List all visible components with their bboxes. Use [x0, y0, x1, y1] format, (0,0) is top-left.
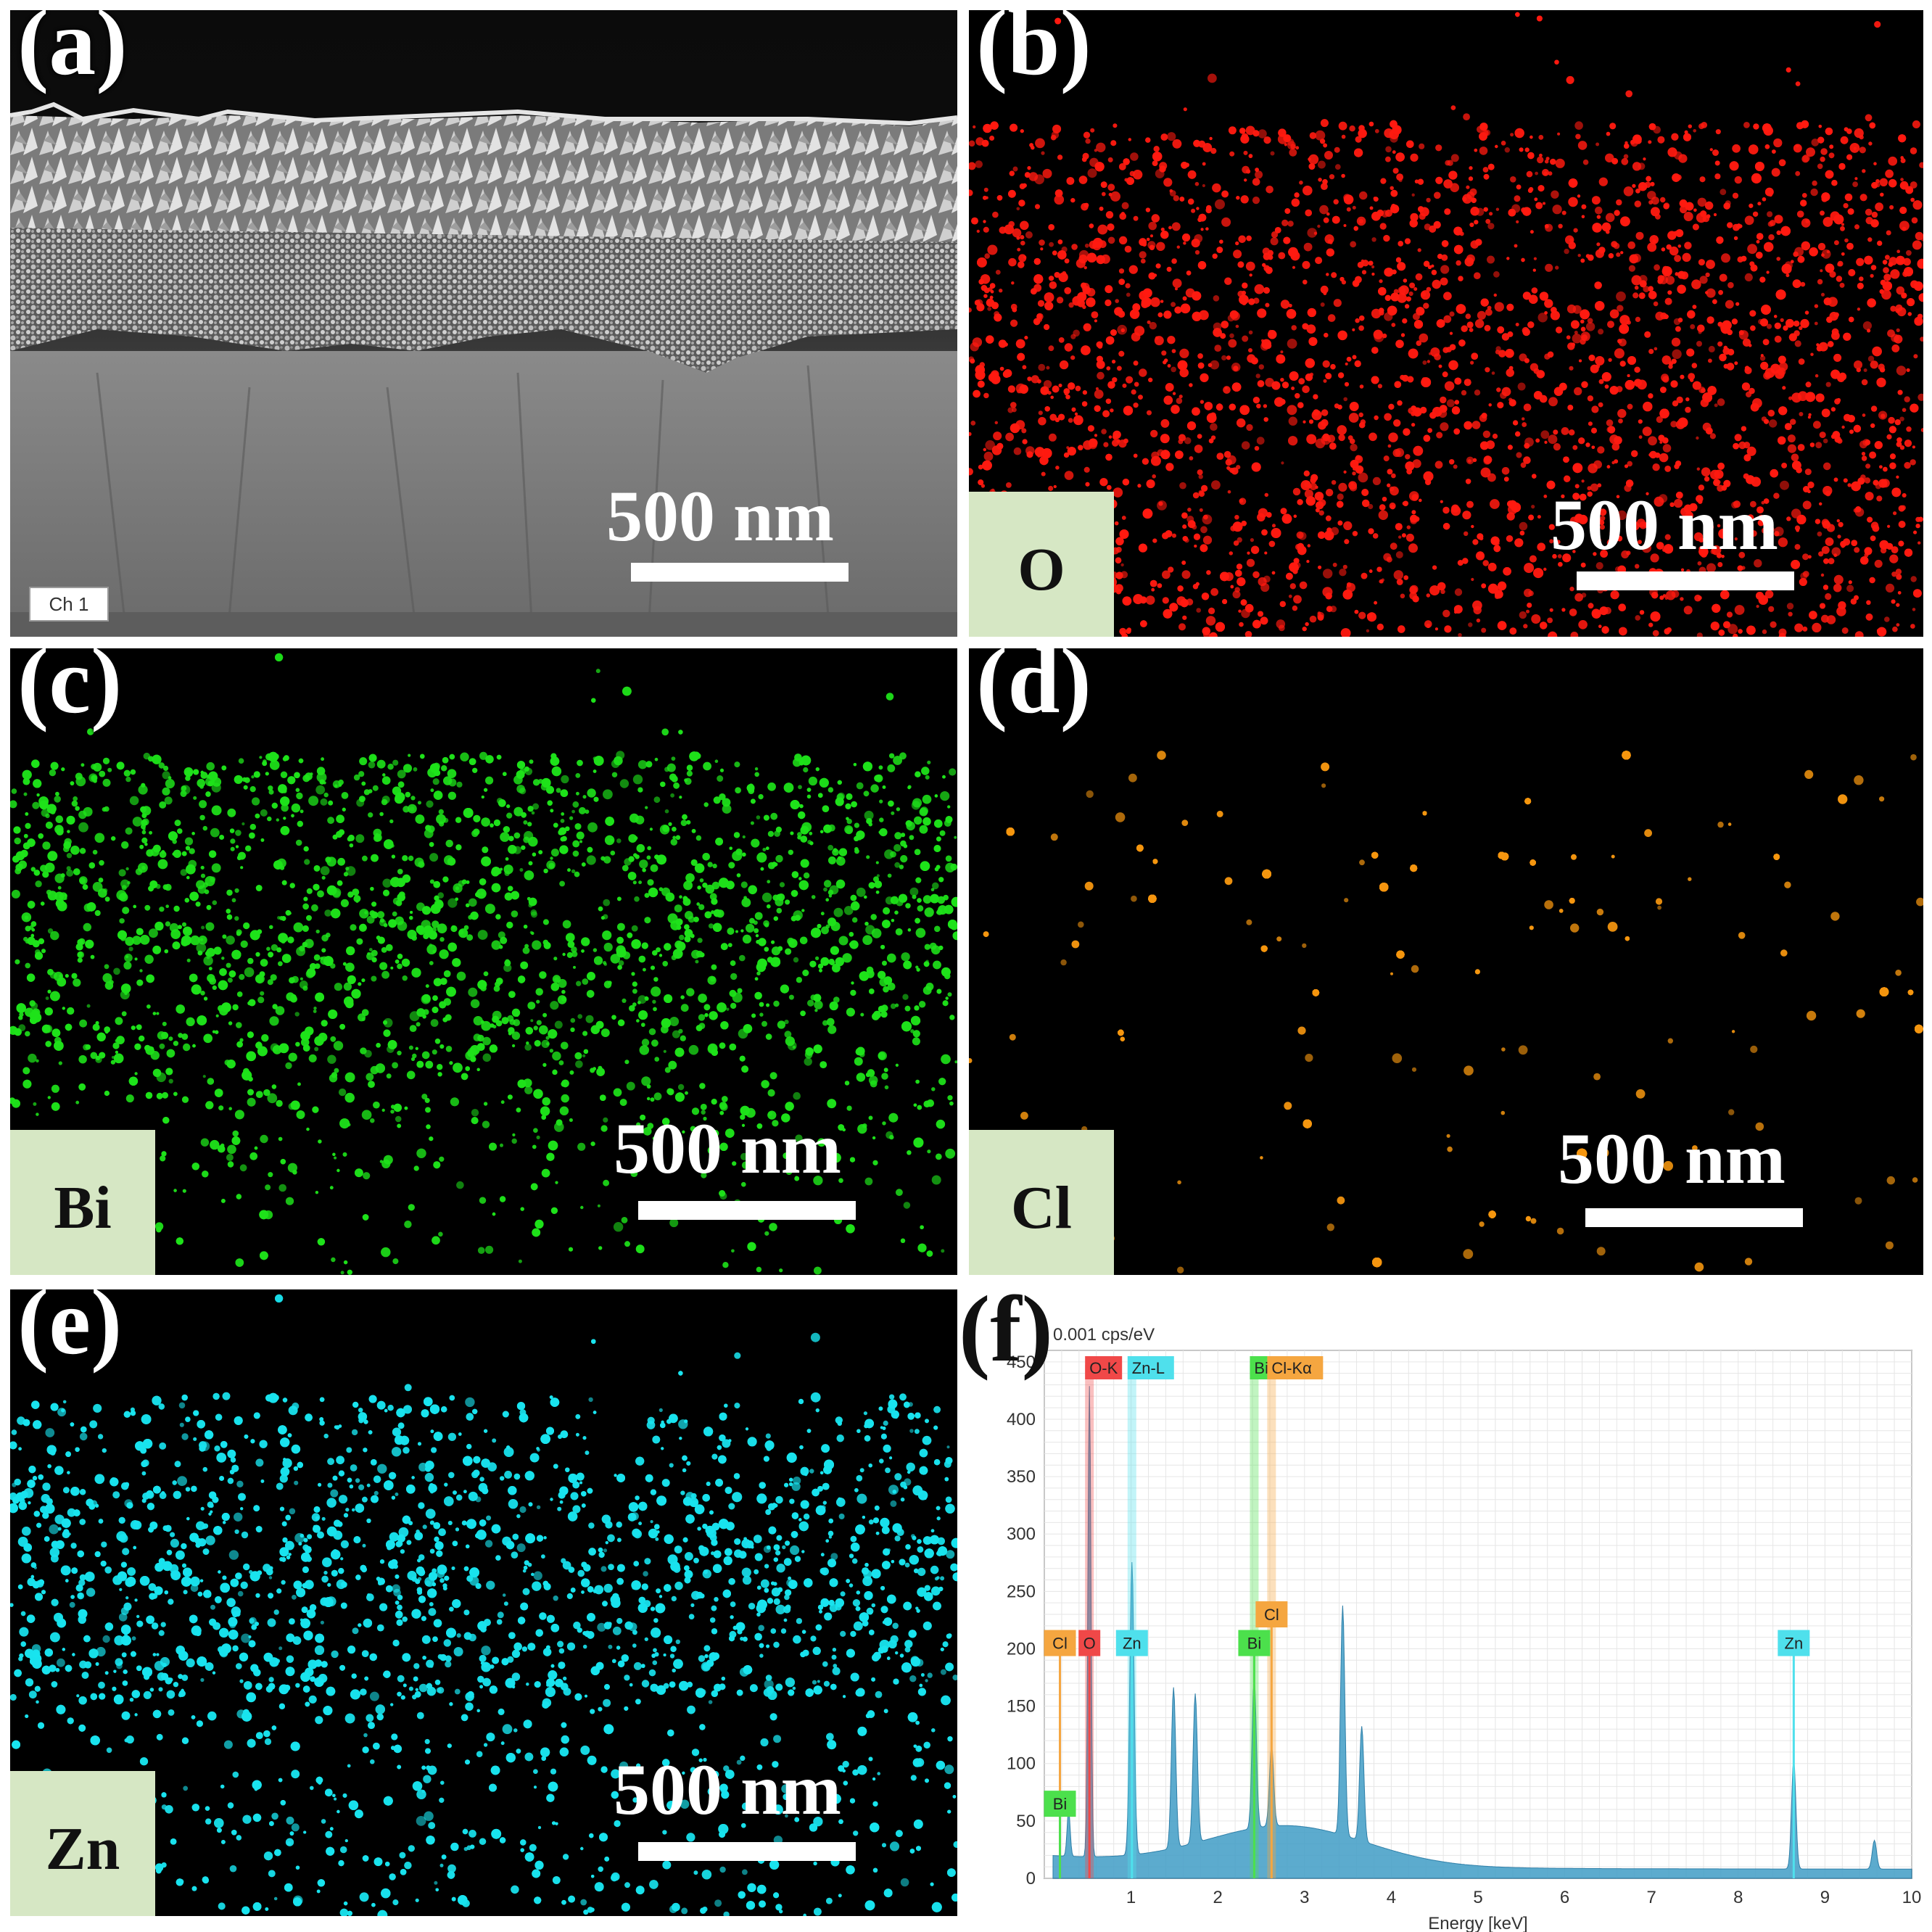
- marker-tag-box: [1044, 1791, 1076, 1817]
- x-tick-label: 8: [1733, 1888, 1743, 1907]
- y-tick-label: 150: [1007, 1697, 1036, 1717]
- map-dots: [969, 751, 1923, 1273]
- y-tick-label: 300: [1007, 1524, 1036, 1544]
- x-tick-label: 10: [1902, 1888, 1922, 1907]
- panel-f-eds-spectrum: 0 50 100 150 200 250 300 350 400 450 1 2 3 4 5 6 7 8 9 10 0.…: [959, 1282, 1923, 1932]
- scale-bar: [1585, 1208, 1803, 1227]
- y-tick-label: 200: [1007, 1639, 1036, 1659]
- y-tick-label: 50: [1016, 1812, 1036, 1831]
- marker-tag-box: [1115, 1630, 1148, 1656]
- element-tag-box: [1085, 1356, 1123, 1379]
- panel-d-chlorine-map: (d) Cl 500 nm: [969, 648, 1923, 1275]
- panel-label: (f): [959, 1277, 1053, 1382]
- panel-label: (a): [17, 10, 128, 95]
- sem-image: [10, 10, 957, 637]
- x-tick-label: 7: [1647, 1888, 1656, 1907]
- scale-bar: [638, 1201, 856, 1220]
- panel-e-zinc-map: (e) Zn 500 nm: [10, 1289, 957, 1916]
- panel-label: (b): [976, 10, 1091, 95]
- panel-a-sem: (a) 500 nm Ch 1: [10, 10, 957, 637]
- scale-bar: [638, 1842, 856, 1861]
- element-tag-box: [1127, 1356, 1174, 1379]
- element-tag: Cl-Kα: [1271, 1359, 1312, 1377]
- marker-tag-box: [1044, 1630, 1076, 1656]
- element-line: [1127, 1365, 1136, 1878]
- scale-bar-label: 500 nm: [1558, 1118, 1786, 1199]
- element-label: Cl: [1011, 1174, 1072, 1242]
- x-tick-label: 1: [1126, 1888, 1136, 1907]
- panel-b-oxygen-map: (b) O 500 nm: [969, 10, 1923, 637]
- x-tick-label: 2: [1213, 1888, 1223, 1907]
- chlorine-map-image: [969, 751, 1923, 1273]
- element-label-box: [969, 492, 1114, 637]
- x-axis-label: Energy [keV]: [1428, 1914, 1527, 1932]
- x-tick-label: 4: [1387, 1888, 1396, 1907]
- panel-label: (c): [17, 648, 123, 733]
- map-dots: [10, 1294, 957, 1916]
- bismuth-map-image: [10, 653, 957, 1275]
- y-tick-label: 450: [1007, 1353, 1036, 1372]
- y-tick-label: 350: [1007, 1467, 1036, 1487]
- marker-tag: Zn: [1123, 1635, 1142, 1653]
- x-tick-label: 9: [1820, 1888, 1830, 1907]
- y-tick-label: 400: [1007, 1410, 1036, 1429]
- element-label: Zn: [45, 1815, 120, 1883]
- panel-c-bismuth-map: (c) Bi 500 nm: [10, 648, 957, 1275]
- x-tick-label: 5: [1473, 1888, 1482, 1907]
- y-axis-label: 0.001 cps/eV: [1053, 1325, 1155, 1345]
- element-label-box: [10, 1771, 155, 1916]
- zinc-map-image: [10, 1294, 957, 1916]
- marker-tag-box: [1078, 1630, 1101, 1656]
- scale-bar-label: 500 nm: [614, 1749, 841, 1830]
- element-line: [1085, 1365, 1094, 1878]
- scale-bar-label: 500 nm: [1551, 484, 1778, 565]
- element-tag: O-K: [1089, 1359, 1118, 1377]
- x-tick-label: 3: [1300, 1888, 1309, 1907]
- element-tag-box: [1267, 1356, 1324, 1379]
- y-tick-label: 250: [1007, 1582, 1036, 1601]
- scale-bar-label: 500 nm: [606, 476, 834, 556]
- spectrum-area: [1052, 1386, 1912, 1879]
- scale-bar: [1577, 571, 1794, 590]
- panel-label: (d): [976, 648, 1091, 733]
- scale-bar: [631, 563, 849, 582]
- marker-tag-box: [1238, 1630, 1271, 1656]
- element-line: [1250, 1365, 1259, 1878]
- marker-tag-box: [1778, 1630, 1810, 1656]
- marker-tag: Bi: [1247, 1635, 1262, 1653]
- marker-tag: Zn: [1785, 1635, 1804, 1653]
- panel-label: (e): [17, 1289, 123, 1374]
- element-label-box: [969, 1130, 1114, 1275]
- marker-tag: Bi: [1053, 1795, 1068, 1813]
- map-dots: [10, 653, 957, 1275]
- element-label: O: [1017, 536, 1065, 603]
- scale-bar-label: 500 nm: [614, 1108, 841, 1189]
- spectrum-chart: 0 50 100 150 200 250 300 350 400 450 1 2 3 4 5 6 7 8 9 10 0.…: [1007, 1325, 1922, 1932]
- marker-tag: Cl: [1052, 1635, 1068, 1653]
- y-tick-label: 0: [1026, 1869, 1036, 1888]
- marker-tag: O: [1083, 1635, 1096, 1653]
- marker-tag-box: [1255, 1601, 1288, 1627]
- element-tag: Zn-L: [1132, 1359, 1165, 1377]
- x-tick-label: 6: [1560, 1888, 1569, 1907]
- marker-tag: Cl: [1264, 1606, 1279, 1624]
- element-label-box: [10, 1130, 155, 1275]
- channel-label: Ch 1: [29, 587, 109, 622]
- element-tag: Bi: [1254, 1359, 1268, 1377]
- element-label: Bi: [54, 1174, 112, 1242]
- y-tick-label: 100: [1007, 1754, 1036, 1774]
